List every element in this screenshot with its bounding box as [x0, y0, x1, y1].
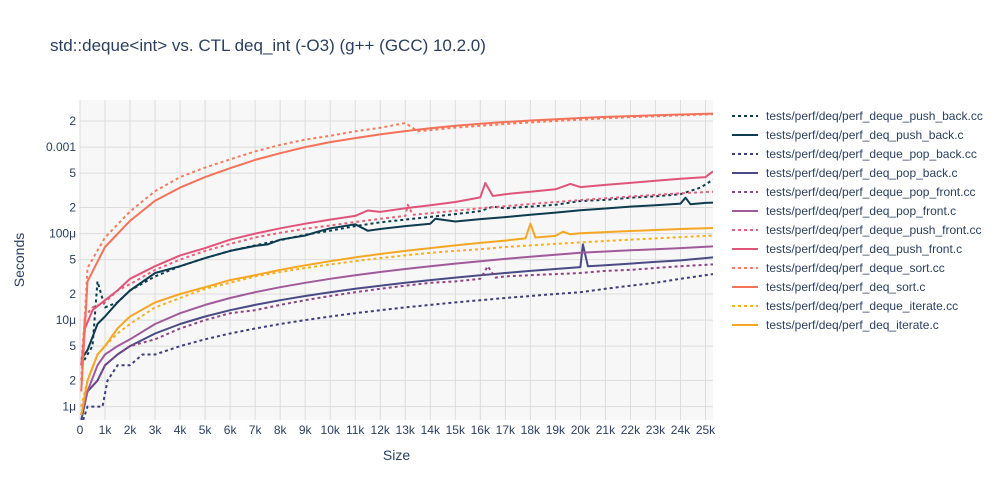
- legend-item-3: tests/perf/deq/perf_deq_pop_back.c: [766, 166, 957, 180]
- legend-item-1: tests/perf/deq/perf_deq_push_back.c: [766, 128, 963, 142]
- y-tick-label: 2: [69, 201, 76, 215]
- legend-item-7: tests/perf/deq/perf_deq_push_front.c: [766, 242, 962, 256]
- x-tick-label: 15k: [446, 423, 466, 437]
- series-line-3: [80, 243, 713, 420]
- y-axis-title: Seconds: [11, 233, 27, 287]
- x-axis-title: Size: [383, 447, 410, 463]
- y-tick-label: 10μ: [56, 313, 76, 327]
- x-tick-label: 24k: [671, 423, 691, 437]
- x-tick-label: 25k: [696, 423, 716, 437]
- x-tick-label: 10k: [321, 423, 341, 437]
- x-tick-label: 16k: [471, 423, 491, 437]
- x-tick-label: 9k: [299, 423, 313, 437]
- x-tick-label: 5k: [199, 423, 213, 437]
- x-tick-label: 1k: [99, 423, 113, 437]
- series-line-4: [80, 263, 713, 416]
- x-tick-label: 22k: [621, 423, 641, 437]
- series-line-8: [80, 113, 713, 381]
- y-tick-label: 5: [69, 253, 76, 267]
- y-tick-label: 2: [69, 374, 76, 388]
- y-tick-label: 2: [69, 287, 76, 301]
- y-tick-label: 1μ: [62, 400, 76, 414]
- x-tick-label: 23k: [646, 423, 666, 437]
- x-tick-label: 19k: [546, 423, 566, 437]
- series-line-1: [80, 196, 713, 361]
- legend-item-4: tests/perf/deq/perf_deque_pop_front.cc: [766, 185, 975, 199]
- x-tick-label: 12k: [371, 423, 391, 437]
- x-tick-label: 0: [77, 423, 84, 437]
- legend-item-0: tests/perf/deq/perf_deque_push_back.cc: [766, 109, 983, 123]
- chart-title: std::deque<int> vs. CTL deq_int (-O3) (g…: [50, 36, 486, 55]
- x-tick-label: 17k: [496, 423, 516, 437]
- x-tick-label: 21k: [596, 423, 616, 437]
- series-line-7: [80, 170, 713, 366]
- y-tick-label: 100μ: [49, 227, 76, 241]
- legend-item-5: tests/perf/deq/perf_deq_pop_front.c: [766, 204, 956, 218]
- series-line-5: [80, 245, 713, 416]
- x-tick-label: 11k: [346, 423, 365, 437]
- series-line-11: [80, 222, 713, 416]
- legend-item-9: tests/perf/deq/perf_deq_sort.c: [766, 280, 925, 294]
- y-tick-label: 2: [69, 114, 76, 128]
- legend-item-2: tests/perf/deq/perf_deque_pop_back.cc: [766, 147, 977, 161]
- x-tick-label: 20k: [571, 423, 591, 437]
- legend-item-6: tests/perf/deq/perf_deque_push_front.cc: [766, 223, 981, 237]
- series-line-9: [80, 112, 713, 392]
- series-line-6: [80, 190, 713, 366]
- x-tick-label: 14k: [421, 423, 441, 437]
- x-tick-label: 2k: [124, 423, 138, 437]
- legend-item-10: tests/perf/deq/perf_deque_iterate.cc: [766, 299, 958, 313]
- x-tick-label: 3k: [149, 423, 163, 437]
- x-tick-label: 13k: [396, 423, 416, 437]
- legend-item-8: tests/perf/deq/perf_deque_sort.cc: [766, 261, 945, 275]
- x-tick-label: 8k: [274, 423, 288, 437]
- x-tick-label: 6k: [224, 423, 238, 437]
- x-tick-label: 4k: [174, 423, 188, 437]
- y-tick-label: 5: [69, 166, 76, 180]
- y-tick-label: 0.001: [46, 140, 76, 154]
- y-tick-label: 5: [69, 339, 76, 353]
- series-line-2: [82, 273, 713, 420]
- x-tick-label: 7k: [249, 423, 263, 437]
- x-tick-label: 18k: [521, 423, 541, 437]
- legend-item-11: tests/perf/deq/perf_deq_iterate.c: [766, 318, 939, 332]
